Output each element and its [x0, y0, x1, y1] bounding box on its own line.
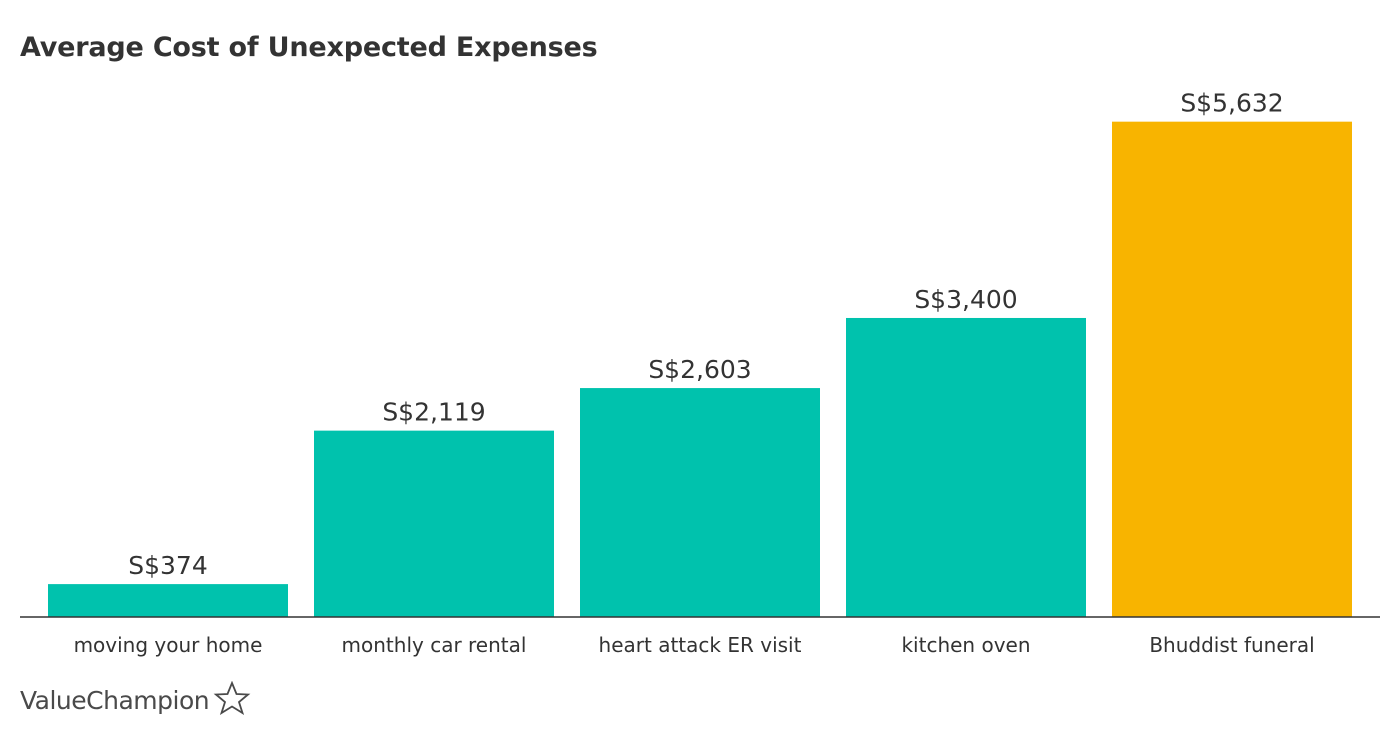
brand-logo: ValueChampion: [20, 680, 251, 720]
category-label-1: moving your home: [74, 633, 263, 657]
value-label-4: S$3,400: [914, 285, 1017, 314]
bar-5: [1112, 121, 1352, 618]
bar-3: [580, 388, 820, 617]
value-label-1: S$374: [128, 551, 208, 580]
bar-4: [846, 317, 1086, 617]
category-label-4: kitchen oven: [901, 633, 1030, 657]
brand-name: ValueChampion: [20, 685, 210, 715]
bar-1: [48, 584, 288, 617]
value-labels-layer: S$374 S$2,119 S$2,603 S$3,400 S$5,632: [128, 89, 1283, 580]
category-label-5: Bhuddist funeral: [1149, 633, 1314, 657]
bar-2: [314, 430, 554, 617]
star-outline-icon: [213, 680, 251, 719]
category-labels-layer: moving your home monthly car rental heart …: [74, 633, 1315, 657]
category-label-2: monthly car rental: [342, 633, 527, 657]
value-label-5: S$5,632: [1180, 89, 1283, 118]
value-label-2: S$2,119: [382, 398, 485, 427]
bar-chart: S$374 S$2,119 S$2,603 S$3,400 S$5,632 moving…: [20, 89, 1380, 657]
value-label-3: S$2,603: [648, 355, 751, 384]
chart-title: Average Cost of Unexpected Expenses: [20, 32, 598, 63]
bars-layer: [48, 121, 1352, 618]
category-label-3: heart attack ER visit: [599, 633, 802, 657]
